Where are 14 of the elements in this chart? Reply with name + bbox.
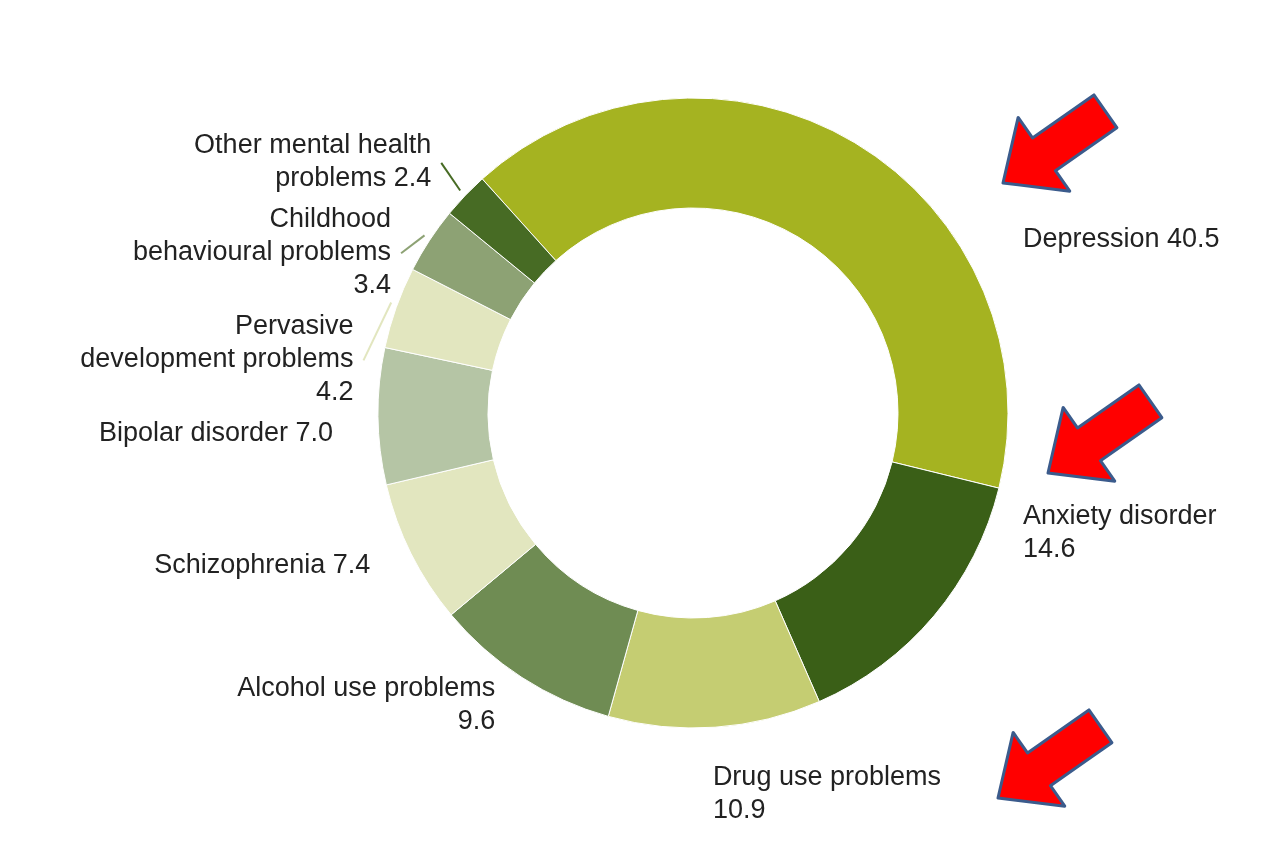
slice-label: Anxiety disorder [1023, 499, 1217, 530]
slice-label: Pervasive development problems [80, 309, 354, 373]
slice-label: Drug use problems [712, 761, 941, 792]
slice-label: Other mental health problems 2.4 [194, 128, 432, 192]
data-label: 10.9 [712, 794, 766, 825]
slice-label: Childhood behavioural problems [132, 202, 392, 266]
data-label: 14.6 [1023, 532, 1076, 563]
slice-label: Alcohol use problems [237, 672, 496, 703]
slice-label: Depression 40.5 [1023, 222, 1220, 253]
data-label: 4.2 [315, 375, 354, 406]
data-label: 3.4 [353, 268, 392, 299]
slice-label: Schizophrenia 7.4 [154, 548, 371, 579]
slice-label: Bipolar disorder 7.0 [98, 416, 334, 447]
data-label: 9.6 [457, 705, 496, 736]
